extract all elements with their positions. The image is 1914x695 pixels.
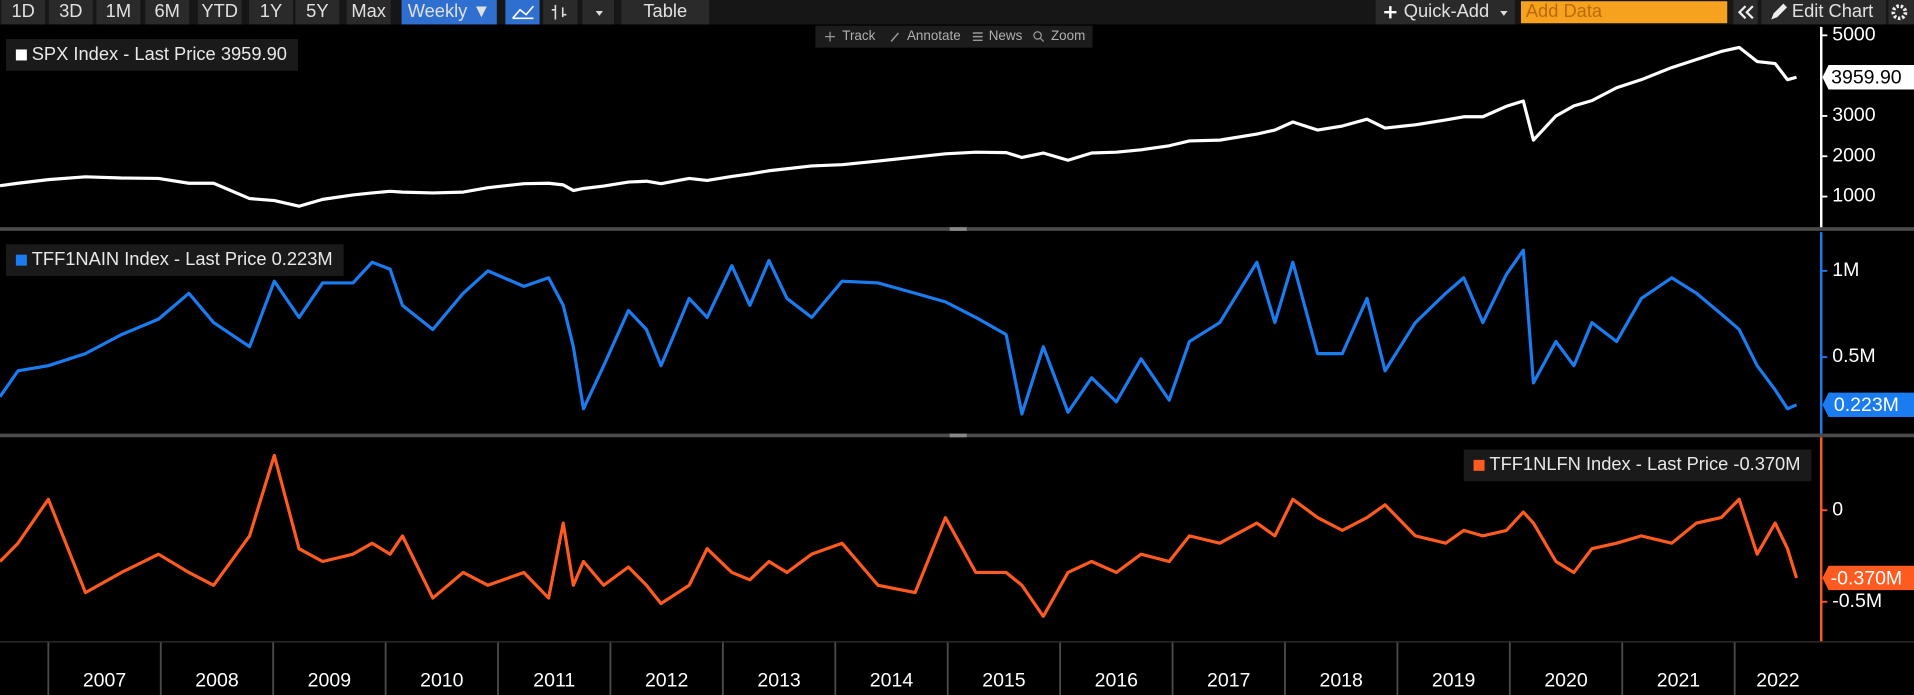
range-label: Max xyxy=(351,0,386,21)
x-tick-label: 2015 xyxy=(982,670,1026,692)
legend-box xyxy=(6,244,344,277)
range-label: YTD xyxy=(201,0,238,21)
last-price-label: 3959.90 xyxy=(1831,67,1902,89)
x-tick-label: 2020 xyxy=(1544,670,1588,692)
legend: TFF1NAIN Index - Last Price 0.223M xyxy=(6,244,344,277)
tool-label[interactable]: Zoom xyxy=(1051,28,1085,43)
range-label: 1D xyxy=(12,0,35,21)
range-label: 3D xyxy=(59,0,82,21)
legend-label: TFF1NAIN Index - Last Price 0.223M xyxy=(32,248,333,269)
tool-label[interactable]: News xyxy=(989,28,1023,43)
range-button[interactable] xyxy=(295,0,340,25)
chart-tools xyxy=(815,25,1093,48)
legend-box xyxy=(6,39,298,71)
y-tick-label: -0.5M xyxy=(1832,590,1882,612)
gear-icon xyxy=(1891,4,1908,21)
interval-label: Weekly ▼ xyxy=(408,0,491,21)
last-price-tag xyxy=(1822,392,1914,418)
tool-label[interactable]: Track xyxy=(842,28,875,43)
caret-icon xyxy=(1500,10,1508,16)
last-price-tag xyxy=(1822,565,1914,591)
range-button[interactable] xyxy=(346,0,391,25)
table-button[interactable] xyxy=(621,0,710,25)
zoom-icon xyxy=(1039,37,1045,42)
annotate-icon xyxy=(890,32,899,43)
x-tick-label: 2014 xyxy=(870,670,914,692)
interval-button[interactable] xyxy=(401,0,497,25)
x-tick-label: 2013 xyxy=(757,670,800,692)
x-tick-label: 2011 xyxy=(533,670,575,692)
divider-handle[interactable] xyxy=(949,433,967,438)
y-tick-label: 0 xyxy=(1832,498,1843,520)
y-tick-label: 3000 xyxy=(1832,104,1876,126)
range-button[interactable] xyxy=(1,0,46,25)
range-label: 1M xyxy=(106,0,131,21)
x-tick-label: 2012 xyxy=(645,670,688,692)
legend-swatch xyxy=(1473,459,1485,471)
y-tick-label: 1M xyxy=(1832,259,1859,281)
zoom-icon xyxy=(1033,31,1042,40)
collapse-icon xyxy=(1737,5,1754,20)
legend-label: TFF1NLFN Index - Last Price -0.370M xyxy=(1489,453,1800,474)
legend: TFF1NLFN Index - Last Price -0.370M xyxy=(1463,449,1812,482)
plus-icon xyxy=(1384,6,1397,19)
range-button[interactable] xyxy=(48,0,93,25)
range-button[interactable] xyxy=(249,0,293,25)
table-label: Table xyxy=(643,0,687,21)
last-price-label: -0.370M xyxy=(1831,567,1903,589)
add-data-input[interactable] xyxy=(1520,1,1728,24)
legend: SPX Index - Last Price 3959.90 xyxy=(6,39,298,71)
y-tick-label: 1000 xyxy=(1832,185,1876,207)
track-icon xyxy=(825,31,835,42)
x-tick-label: 2018 xyxy=(1319,670,1362,692)
series-line xyxy=(0,453,1799,618)
y-tick-label: 5000 xyxy=(1832,23,1876,45)
x-tick-label: 2010 xyxy=(420,670,464,692)
x-tick-label: 2019 xyxy=(1432,670,1475,692)
legend-swatch xyxy=(15,254,27,266)
legend-swatch xyxy=(15,49,27,61)
series-line xyxy=(0,248,1798,416)
range-label: 5Y xyxy=(306,0,328,21)
range-button[interactable] xyxy=(145,0,190,25)
range-label: 1Y xyxy=(260,0,282,21)
legend-box xyxy=(1463,449,1812,482)
range-buttons: 1D 3D 1M 6M YTD 1Y 5Y Max xyxy=(1,0,391,25)
y-tick-label: 2000 xyxy=(1832,144,1876,166)
tool-label[interactable]: Annotate xyxy=(907,28,961,43)
edit-chart-label: Edit Chart xyxy=(1792,0,1873,21)
bar-chart-button[interactable] xyxy=(543,0,578,25)
x-tick-label: 2008 xyxy=(195,670,238,692)
x-tick-label: 2016 xyxy=(1095,670,1138,692)
series-line xyxy=(0,45,1797,208)
legend-label: SPX Index - Last Price 3959.90 xyxy=(32,43,287,64)
quick-add-label: Quick-Add xyxy=(1404,0,1489,21)
y-tick-label: 0.5M xyxy=(1832,345,1875,367)
x-tick-label: 2009 xyxy=(308,670,351,692)
x-tick-label: 2007 xyxy=(83,670,126,692)
divider-handle[interactable] xyxy=(949,227,967,231)
pencil-icon xyxy=(1771,3,1788,20)
x-tick-label: 2022 xyxy=(1756,670,1799,692)
last-price-label: 0.223M xyxy=(1834,394,1899,416)
news-icon xyxy=(972,32,983,42)
range-button[interactable] xyxy=(197,0,242,25)
caret-icon xyxy=(595,10,604,16)
quick-add-button[interactable] xyxy=(1375,0,1515,25)
x-tick-label: 2017 xyxy=(1207,670,1250,692)
add-data-placeholder: Add Data xyxy=(1526,0,1603,21)
line-icon xyxy=(512,5,535,20)
candle-icon xyxy=(551,4,567,20)
x-axis-top xyxy=(0,641,1914,643)
range-label: 6M xyxy=(155,0,180,21)
x-tick-label: 2021 xyxy=(1657,670,1700,692)
last-price-tag xyxy=(1822,65,1914,90)
range-button[interactable] xyxy=(96,0,141,25)
edit-chart-button[interactable] xyxy=(1761,0,1886,25)
